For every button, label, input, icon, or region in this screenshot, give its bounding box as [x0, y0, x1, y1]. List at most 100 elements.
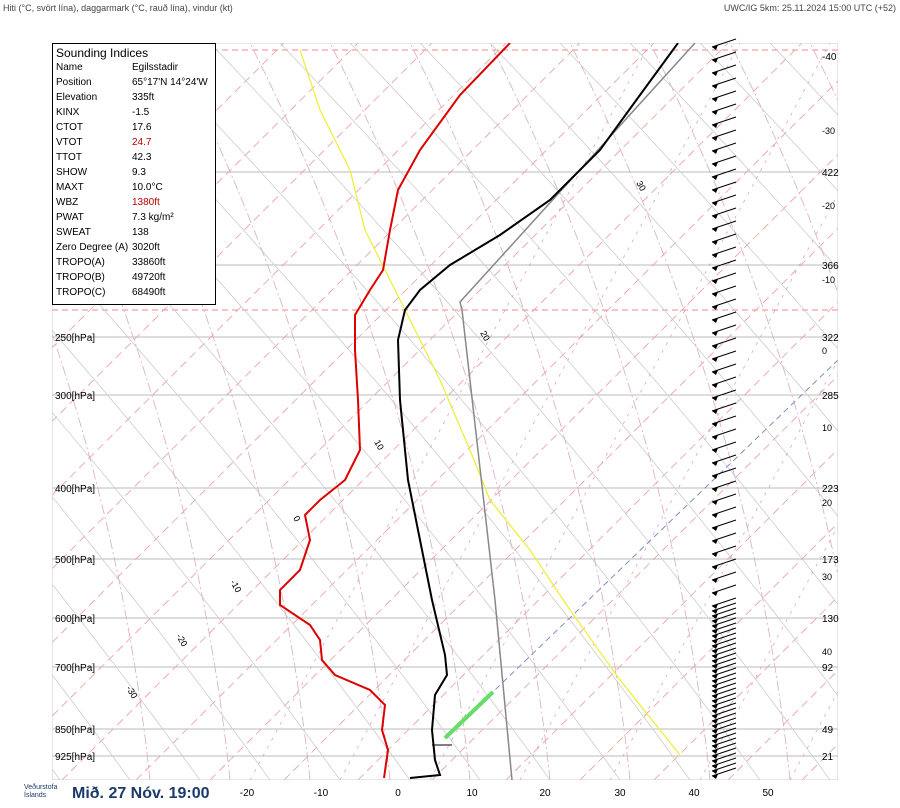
dry-adiabat — [139, 43, 761, 780]
index-row: Position 65°17'N 14°24'W — [56, 75, 208, 90]
index-value: 1380ft — [132, 197, 160, 208]
barb-flag — [712, 240, 718, 245]
dry-adiabat — [209, 43, 831, 780]
isotherm — [431, 375, 838, 780]
isotherm-label: 10 — [372, 438, 386, 452]
index-row: Zero Degree (A) 3020ft — [56, 240, 208, 255]
barb-staff — [711, 207, 737, 217]
index-row: Name Egilsstadir — [56, 60, 208, 75]
x-tick-label: 0 — [395, 788, 401, 799]
isotherm — [801, 743, 838, 780]
isotherm — [283, 227, 838, 780]
moist-adiabat — [569, 43, 791, 780]
barb-flag — [712, 266, 718, 271]
barb-flag — [712, 659, 718, 664]
pressure-label: 850[hPa] — [55, 725, 95, 736]
x-tick-label: 30 — [614, 788, 626, 799]
barb-staff — [711, 233, 737, 243]
moist-adiabat — [409, 43, 631, 780]
index-value: 24.7 — [132, 137, 152, 148]
index-name: PWAT — [56, 212, 84, 223]
barb-flag — [712, 227, 718, 232]
barb-flag — [712, 729, 718, 734]
index-row: CTOT 17.6 — [56, 120, 208, 135]
index-value: 7.3 kg/m² — [132, 212, 174, 223]
barb-flag — [712, 724, 718, 729]
barb-flag — [712, 694, 718, 699]
barb-flag — [712, 175, 718, 180]
parcel-line — [459, 43, 696, 780]
pressure-label: 400[hPa] — [55, 484, 95, 495]
dry-adiabat — [52, 172, 551, 780]
barb-flag — [712, 45, 718, 50]
barb-flag — [712, 604, 718, 609]
barb-flag — [712, 71, 718, 76]
barb-staff — [711, 194, 737, 204]
index-name: SWEAT — [56, 227, 91, 238]
barb-staff — [711, 168, 737, 178]
barb-staff — [711, 584, 737, 594]
altitude-label: 422 — [822, 168, 839, 179]
barb-staff — [711, 142, 737, 152]
barb-staff — [711, 259, 737, 269]
barb-staff — [711, 480, 737, 490]
barb-flag — [712, 769, 718, 774]
isotherm — [209, 153, 838, 780]
barb-flag — [712, 409, 718, 414]
pressure-label: 600[hPa] — [55, 614, 95, 625]
index-value: 10.0°C — [132, 182, 163, 193]
barb-flag — [712, 331, 718, 336]
barb-flag — [712, 684, 718, 689]
isotherm-label: 0 — [291, 514, 302, 523]
index-row: Elevation 335ft — [56, 90, 208, 105]
isotherm — [727, 669, 838, 780]
dry-adiabat — [52, 583, 201, 780]
barb-staff — [711, 558, 737, 568]
barb-staff — [711, 246, 737, 256]
isotherm — [61, 43, 803, 780]
barb-flag — [712, 110, 718, 115]
barb-flag — [712, 500, 718, 505]
barb-flag — [712, 709, 718, 714]
barb-flag — [712, 539, 718, 544]
barb-flag — [712, 318, 718, 323]
dry-adiabat — [489, 43, 838, 432]
barb-staff — [711, 324, 737, 334]
isotherm — [52, 43, 433, 423]
index-row: PWAT 7.3 kg/m² — [56, 210, 208, 225]
barb-flag — [712, 634, 718, 639]
dry-adiabat — [52, 496, 271, 780]
barb-flag — [712, 526, 718, 531]
barb-flag — [712, 679, 718, 684]
barb-staff — [711, 285, 737, 295]
barb-staff — [711, 441, 737, 451]
barb-flag — [712, 422, 718, 427]
altitude-label: 49 — [822, 725, 834, 736]
isotherm — [579, 522, 838, 780]
barb-staff — [711, 77, 737, 87]
index-row: TROPO(C) 68490ft — [56, 285, 208, 300]
barb-flag — [712, 654, 718, 659]
barb-staff — [711, 363, 737, 373]
barb-flag — [712, 754, 718, 759]
barb-flag — [712, 162, 718, 167]
pressure-label: 250[hPa] — [55, 333, 95, 344]
barb-staff — [711, 155, 737, 165]
barb-staff — [711, 519, 737, 529]
temperature-line — [396, 43, 679, 779]
dry-adiabat — [52, 411, 341, 780]
barb-flag — [712, 513, 718, 518]
mixing-ratio — [880, 43, 900, 780]
barb-staff — [711, 467, 737, 477]
logo: Veðurstofa Íslands — [24, 784, 58, 799]
altitude-label: -30 — [822, 126, 835, 136]
barb-staff — [711, 350, 737, 360]
isotherm — [876, 43, 900, 780]
altitude-label: 20 — [822, 498, 832, 508]
x-tick-label: 50 — [762, 788, 774, 799]
barb-staff — [711, 90, 737, 100]
barb-flag — [712, 383, 718, 388]
barb-flag — [712, 448, 718, 453]
barb-flag — [712, 344, 718, 349]
barb-flag — [712, 629, 718, 634]
